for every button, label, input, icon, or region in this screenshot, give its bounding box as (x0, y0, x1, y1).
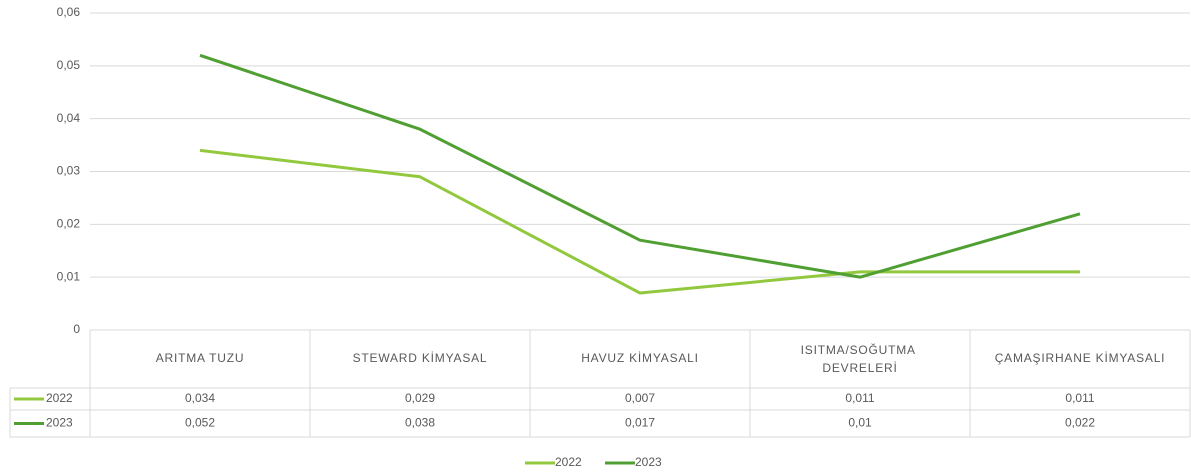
table-value: 0,022 (1065, 416, 1095, 430)
category-label-line: DEVRELERİ (822, 361, 897, 375)
table-series-name: 2022 (46, 391, 73, 405)
y-tick-label: 0,01 (57, 269, 81, 283)
table-value: 0,007 (625, 391, 655, 405)
category-label: ARITMA TUZU (156, 351, 245, 365)
category-label: ÇAMAŞIRHANE KİMYASALI (995, 351, 1166, 365)
category-label: ISITMA/SOĞUTMA DEVRELERİ (801, 342, 920, 375)
table-value: 0,011 (1065, 391, 1094, 405)
y-tick-label: 0 (73, 322, 80, 336)
legend-label: 2023 (635, 455, 662, 469)
table-series-name: 2023 (46, 416, 73, 430)
series-line (199, 53, 1081, 279)
y-tick-label: 0,02 (57, 217, 81, 231)
series-line (199, 148, 1080, 295)
table-value: 0,052 (185, 416, 215, 430)
y-tick-label: 0,03 (57, 164, 81, 178)
table-value: 0,01 (848, 416, 872, 430)
category-label: STEWARD KİMYASAL (353, 351, 488, 365)
table-value: 0,034 (185, 391, 215, 405)
y-tick-label: 0,05 (57, 58, 81, 72)
table-value: 0,011 (845, 391, 874, 405)
y-tick-label: 0,04 (57, 111, 81, 125)
category-label-line: ISITMA/SOĞUTMA (801, 342, 920, 357)
category-label: HAVUZ KİMYASALI (581, 351, 699, 365)
table-value: 0,029 (405, 391, 435, 405)
table-value: 0,038 (405, 416, 435, 430)
y-tick-label: 0,06 (57, 5, 81, 19)
legend-label: 2022 (555, 455, 582, 469)
table-value: 0,017 (625, 416, 655, 430)
